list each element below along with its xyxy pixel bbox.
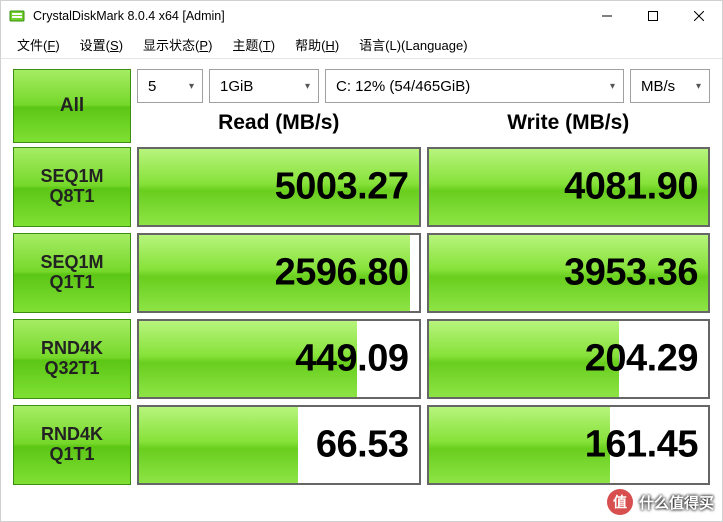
result-value: 5003.27 — [275, 166, 409, 209]
test-label-line2: Q1T1 — [41, 445, 103, 465]
run-all-label: All — [60, 96, 84, 117]
result-cell-write: 204.29 — [427, 319, 711, 399]
chevron-down-icon: ▾ — [610, 81, 615, 92]
menu-settings[interactable]: 设置(S) — [70, 31, 133, 58]
menubar: 文件(F) 设置(S) 显示状态(P) 主题(T) 帮助(H) 语言(L)(La… — [1, 31, 722, 59]
menu-help-accel: H — [325, 38, 334, 53]
watermark-badge: 值 — [607, 489, 633, 515]
test-button-rnd4k-q32t1[interactable]: RND4KQ32T1 — [13, 319, 131, 399]
test-label-line2: Q32T1 — [41, 359, 103, 379]
minimize-button[interactable] — [584, 1, 630, 31]
watermark-text: 什么值得买 — [639, 492, 714, 513]
close-button[interactable] — [676, 1, 722, 31]
result-value: 449.09 — [295, 338, 408, 381]
menu-file-label: 文件 — [17, 38, 43, 53]
result-value: 161.45 — [585, 424, 698, 467]
window-title: CrystalDiskMark 8.0.4 x64 [Admin] — [33, 9, 584, 23]
chevron-down-icon: ▾ — [696, 81, 701, 92]
result-cell-write: 4081.90 — [427, 147, 711, 227]
menu-settings-label: 设置 — [80, 38, 106, 53]
result-cell-write: 3953.36 — [427, 233, 711, 313]
menu-language-label: 语言(L)(Language) — [359, 38, 467, 53]
watermark: 值 什么值得买 — [607, 489, 714, 515]
result-value: 2596.80 — [275, 252, 409, 295]
test-button-seq1m-q8t1[interactable]: SEQ1MQ8T1 — [13, 147, 131, 227]
menu-theme[interactable]: 主题(T) — [222, 31, 285, 58]
drive-select[interactable]: C: 12% (54/465GiB) ▾ — [325, 69, 624, 103]
test-label-line1: RND4K — [41, 339, 103, 359]
size-value: 1GiB — [220, 78, 253, 95]
test-label-line2: Q1T1 — [40, 273, 103, 293]
unit-select[interactable]: MB/s ▾ — [630, 69, 710, 103]
menu-language[interactable]: 语言(L)(Language) — [349, 31, 477, 58]
result-cell-read: 5003.27 — [137, 147, 421, 227]
menu-file-accel: F — [47, 38, 55, 53]
result-value: 66.53 — [316, 424, 409, 467]
menu-file[interactable]: 文件(F) — [7, 31, 70, 58]
maximize-button[interactable] — [630, 1, 676, 31]
chevron-down-icon: ▾ — [305, 81, 310, 92]
menu-display-accel: P — [199, 38, 208, 53]
loops-select[interactable]: 5 ▾ — [137, 69, 203, 103]
menu-display[interactable]: 显示状态(P) — [133, 31, 222, 58]
menu-theme-label: 主题 — [232, 38, 258, 53]
test-button-seq1m-q1t1[interactable]: SEQ1MQ1T1 — [13, 233, 131, 313]
result-cell-write: 161.45 — [427, 405, 711, 485]
app-icon — [9, 8, 25, 24]
results-grid: SEQ1MQ8T15003.274081.90SEQ1MQ1T12596.803… — [13, 147, 710, 485]
loops-value: 5 — [148, 78, 156, 95]
read-header: Read (MB/s) — [137, 109, 421, 139]
content: All 5 ▾ 1GiB ▾ C: 12% (54/465GiB) ▾ MB/s — [1, 59, 722, 497]
result-bar — [429, 407, 611, 483]
test-label-line2: Q8T1 — [40, 187, 103, 207]
unit-value: MB/s — [641, 78, 675, 95]
test-label-line1: SEQ1M — [40, 253, 103, 273]
titlebar: CrystalDiskMark 8.0.4 x64 [Admin] — [1, 1, 722, 31]
chevron-down-icon: ▾ — [189, 81, 194, 92]
test-label-line1: RND4K — [41, 425, 103, 445]
menu-display-label: 显示状态 — [143, 38, 195, 53]
run-all-button[interactable]: All — [13, 69, 131, 143]
result-bar — [139, 407, 298, 483]
menu-help-label: 帮助 — [295, 38, 321, 53]
result-value: 4081.90 — [564, 166, 698, 209]
size-select[interactable]: 1GiB ▾ — [209, 69, 319, 103]
result-cell-read: 449.09 — [137, 319, 421, 399]
menu-help[interactable]: 帮助(H) — [285, 31, 349, 58]
test-button-rnd4k-q1t1[interactable]: RND4KQ1T1 — [13, 405, 131, 485]
write-header: Write (MB/s) — [427, 109, 711, 139]
drive-value: C: 12% (54/465GiB) — [336, 78, 470, 95]
result-value: 204.29 — [585, 338, 698, 381]
test-label-line1: SEQ1M — [40, 167, 103, 187]
result-cell-read: 2596.80 — [137, 233, 421, 313]
menu-settings-accel: S — [110, 38, 119, 53]
result-value: 3953.36 — [564, 252, 698, 295]
menu-theme-accel: T — [263, 38, 271, 53]
result-cell-read: 66.53 — [137, 405, 421, 485]
